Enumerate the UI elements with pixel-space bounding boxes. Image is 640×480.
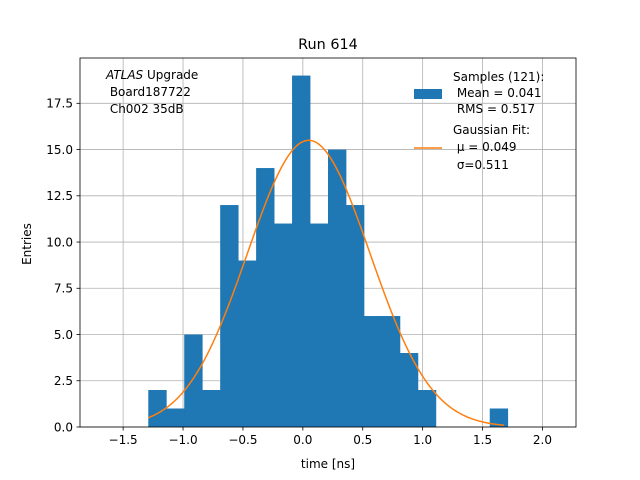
y-tick-label: 10.0 bbox=[46, 235, 73, 249]
annotation-line-3: Ch002 35dB bbox=[106, 102, 184, 116]
histogram-bar bbox=[148, 390, 167, 427]
x-tick-label: 2.0 bbox=[533, 433, 552, 447]
legend-fit-sigma: σ=0.511 bbox=[453, 158, 509, 172]
histogram-bar bbox=[256, 168, 275, 428]
histogram-bar bbox=[184, 334, 203, 427]
histogram-bar bbox=[220, 205, 239, 427]
histogram-bar bbox=[166, 408, 185, 427]
histogram-bar bbox=[489, 408, 509, 427]
legend-swatch-samples bbox=[414, 89, 442, 99]
x-tick-label: 0.0 bbox=[293, 433, 312, 447]
histogram-bar bbox=[238, 260, 257, 427]
x-tick-label: −1.0 bbox=[168, 433, 197, 447]
histogram-bar bbox=[381, 316, 401, 427]
histogram-bar bbox=[345, 205, 365, 427]
histogram-bar bbox=[399, 353, 419, 427]
y-tick-label: 12.5 bbox=[46, 189, 73, 203]
histogram-bar bbox=[292, 75, 311, 428]
fit-curve bbox=[148, 139, 505, 426]
y-tick-label: 7.5 bbox=[54, 282, 73, 296]
x-tick-label: −1.5 bbox=[109, 433, 138, 447]
legend-fit-label: Gaussian Fit: bbox=[453, 123, 530, 137]
histogram-bars bbox=[148, 75, 509, 428]
annotation-line-1: ATLAS Upgrade bbox=[105, 68, 198, 82]
y-tick-label: 5.0 bbox=[54, 328, 73, 342]
legend-samples-label: Samples (121): bbox=[453, 70, 544, 84]
legend-fit-mu: μ = 0.049 bbox=[453, 140, 517, 154]
x-tick-label: −0.5 bbox=[228, 433, 257, 447]
chart-title: Run 614 bbox=[298, 37, 358, 53]
annotation-line-2: Board187722 bbox=[106, 85, 191, 99]
histogram-bar bbox=[363, 316, 383, 427]
legend-samples-mean: Mean = 0.041 bbox=[453, 86, 542, 100]
gaussian-fit bbox=[148, 139, 505, 426]
histogram-bar bbox=[202, 390, 221, 427]
histogram-bar bbox=[274, 223, 293, 427]
annotation-upgrade: Upgrade bbox=[143, 68, 198, 82]
plot-frame bbox=[79, 57, 577, 428]
y-axis-label: Entries bbox=[20, 223, 34, 265]
y-tick-label: 0.0 bbox=[54, 420, 73, 434]
histogram-bar bbox=[417, 390, 437, 427]
annotation-atlas: ATLAS bbox=[105, 68, 144, 82]
x-tick-label: 0.5 bbox=[353, 433, 372, 447]
y-tick-label: 2.5 bbox=[54, 374, 73, 388]
histogram-bar bbox=[310, 223, 329, 427]
legend: Samples (121): Mean = 0.041 RMS = 0.517 … bbox=[414, 70, 544, 172]
x-tick-label: 1.5 bbox=[473, 433, 492, 447]
legend-samples-rms: RMS = 0.517 bbox=[453, 102, 535, 116]
histogram-bar bbox=[328, 149, 347, 427]
y-tick-label: 15.0 bbox=[46, 143, 73, 157]
x-axis-label: time [ns] bbox=[301, 457, 355, 471]
axes: −1.5 −1.0 −0.5 0.0 0.5 1.0 1.5 2.0 0.0 2.5 5.0 7.5 1… bbox=[46, 57, 577, 447]
x-tick-label: 1.0 bbox=[413, 433, 432, 447]
atlas-annotation: ATLAS Upgrade Board187722 Ch002 35dB bbox=[105, 68, 198, 116]
y-tick-label: 17.5 bbox=[46, 97, 73, 111]
